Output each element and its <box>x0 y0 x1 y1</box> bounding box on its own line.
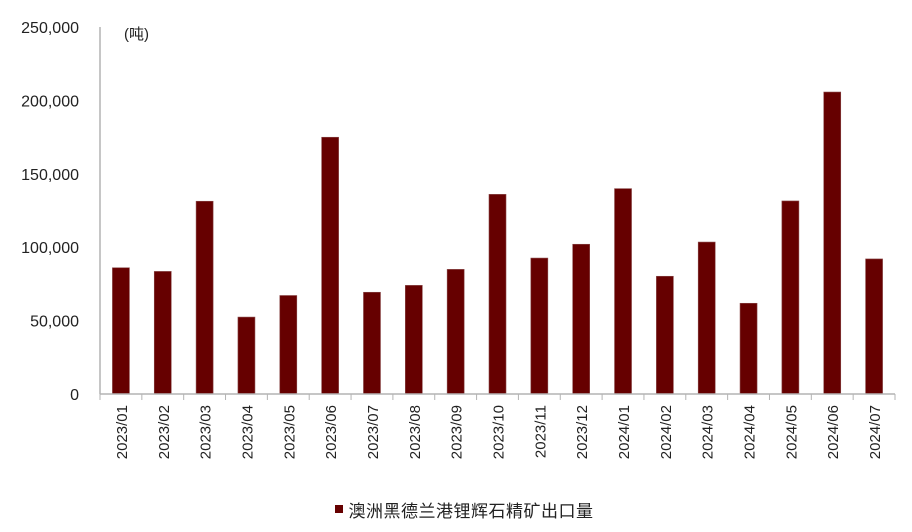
y-tick-label: 200,000 <box>21 93 79 110</box>
bar-2023-10 <box>488 194 507 395</box>
y-tick-label: 50,000 <box>30 314 79 331</box>
x-tick-label: 2023/08 <box>407 405 424 459</box>
bar-2023-01 <box>112 267 130 395</box>
bar-2024-05 <box>781 200 800 395</box>
bar-2023-05 <box>279 295 298 395</box>
bar-2024-07 <box>865 258 883 395</box>
y-tick-label: 0 <box>70 387 79 404</box>
x-tick-label: 2024/01 <box>616 405 633 459</box>
bar-2024-02 <box>656 275 674 395</box>
x-tick-label: 2023/03 <box>198 405 215 459</box>
x-tick-label: 2024/07 <box>867 405 884 459</box>
x-tick-label: 2024/06 <box>825 405 842 459</box>
bar-2024-03 <box>697 241 716 395</box>
y-tick-label: 100,000 <box>21 240 79 257</box>
x-tick-label: 2023/05 <box>281 405 298 459</box>
bar-2024-01 <box>614 188 632 395</box>
legend-swatch-icon <box>334 505 343 513</box>
bar-2023-07 <box>363 291 381 395</box>
legend-label: 澳洲黑德兰港锂辉石精矿出口量 <box>348 501 594 522</box>
x-tick-label: 2024/04 <box>742 405 759 459</box>
bar-2023-11 <box>530 257 549 395</box>
bar-2024-04 <box>739 302 758 395</box>
bar-2023-04 <box>237 316 256 395</box>
y-tick-label: 250,000 <box>21 20 79 37</box>
y-tick-label: 150,000 <box>21 167 79 184</box>
unit-label: (吨) <box>124 26 149 43</box>
x-tick-label: 2023/12 <box>574 405 591 459</box>
x-tick-label: 2023/09 <box>449 405 466 459</box>
x-tick-label: 2023/10 <box>491 405 508 459</box>
x-tick-label: 2024/05 <box>783 405 800 459</box>
legend-item: 澳洲黑德兰港锂辉石精矿出口量 <box>334 497 594 522</box>
bar-2023-08 <box>405 285 423 395</box>
x-tick-label: 2023/01 <box>114 405 131 459</box>
x-axis: 2023/01 2023/02 2023/03 2023/04 2023/05 2023/… <box>99 393 896 459</box>
bars-group <box>112 91 883 395</box>
y-axis: 0 50,000 100,000 150,000 200,000 250,000 <box>21 20 101 404</box>
bar-2023-12 <box>572 243 590 395</box>
x-tick-label: 2023/04 <box>239 405 256 459</box>
x-tick-label: 2023/02 <box>156 405 173 459</box>
x-tick-label: 2023/11 <box>532 405 549 458</box>
bar-2023-06 <box>321 136 339 395</box>
bar-2023-09 <box>446 269 465 395</box>
x-tick-label: 2024/02 <box>658 405 675 459</box>
bar-2024-06 <box>823 91 842 395</box>
bar-2023-03 <box>195 200 214 395</box>
legend: 澳洲黑德兰港锂辉石精矿出口量 <box>0 497 912 522</box>
x-tick-label: 2024/03 <box>700 405 717 459</box>
x-tick-label: 2023/07 <box>365 405 382 459</box>
x-tick-label: 2023/06 <box>323 405 340 459</box>
bar-2023-02 <box>153 271 172 395</box>
